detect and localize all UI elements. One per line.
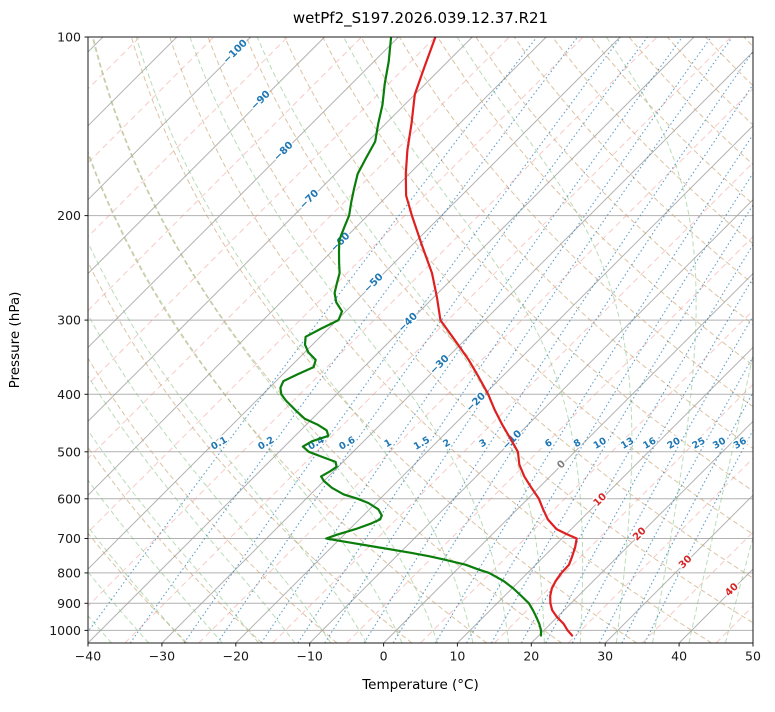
svg-text:40: 40 <box>671 649 687 664</box>
chart-title: wetPf2_S197.2026.039.12.37.R21 <box>293 9 548 28</box>
svg-text:−20: −20 <box>223 649 249 664</box>
svg-text:−30: −30 <box>149 649 175 664</box>
svg-text:13: 13 <box>619 436 636 452</box>
svg-text:300: 300 <box>57 313 81 328</box>
svg-text:800: 800 <box>57 565 81 580</box>
svg-text:10: 10 <box>592 435 609 451</box>
svg-text:0.1: 0.1 <box>209 435 229 453</box>
svg-text:2: 2 <box>441 437 452 450</box>
svg-text:16: 16 <box>641 435 658 451</box>
svg-text:200: 200 <box>57 208 81 223</box>
svg-text:600: 600 <box>57 491 81 506</box>
plot-layers: 0.1 0.2 0.4 0.6 1 1.5 2 3 4 6 8 10 13 16 20 25 30 36−100−… <box>49 30 761 664</box>
svg-text:20: 20 <box>666 435 683 451</box>
svg-text:−40: −40 <box>75 649 101 664</box>
svg-text:25: 25 <box>690 436 707 452</box>
svg-text:500: 500 <box>57 444 81 459</box>
svg-text:30: 30 <box>597 649 613 664</box>
svg-text:400: 400 <box>57 387 81 402</box>
svg-text:100: 100 <box>57 30 81 45</box>
x-axis-label: Temperature (°C) <box>361 677 479 693</box>
svg-text:900: 900 <box>57 596 81 611</box>
svg-text:0: 0 <box>380 649 388 664</box>
svg-text:10: 10 <box>449 649 465 664</box>
y-axis-label: Pressure (hPa) <box>7 292 23 389</box>
svg-text:50: 50 <box>745 649 761 664</box>
svg-text:1000: 1000 <box>49 623 81 638</box>
svg-text:−100: −100 <box>221 38 249 66</box>
svg-text:700: 700 <box>57 531 81 546</box>
svg-text:8: 8 <box>572 437 584 450</box>
svg-text:−10: −10 <box>297 649 323 664</box>
svg-text:6: 6 <box>543 437 555 450</box>
svg-text:20: 20 <box>523 649 539 664</box>
svg-text:36: 36 <box>732 435 749 451</box>
